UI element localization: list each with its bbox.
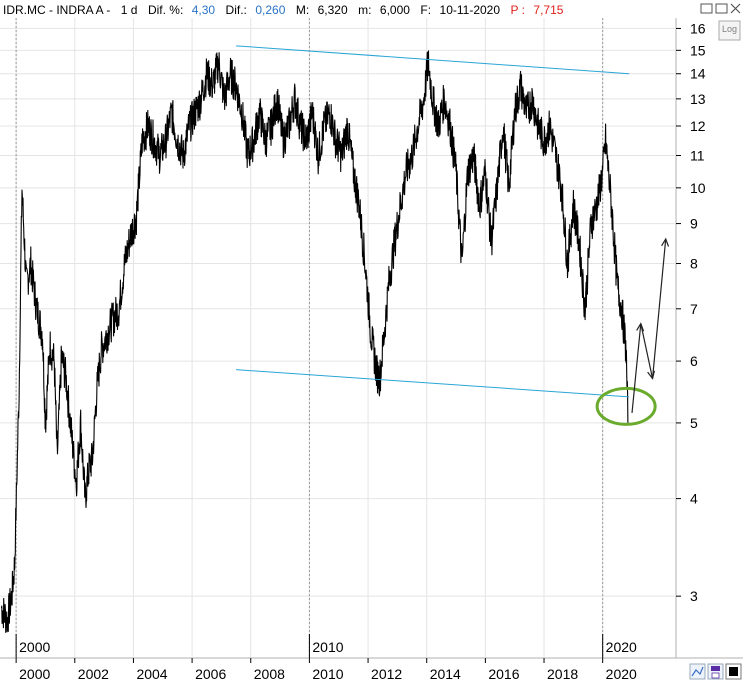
x-tick-label: 2008	[254, 666, 285, 682]
log-scale-button[interactable]: Log	[718, 20, 741, 41]
y-tick-label: 12	[690, 118, 706, 134]
x-axis-ticks: 2000 2002 2004 2006 2008 2010 2012 2014 2016 2018…	[15, 658, 637, 682]
projection-arrows[interactable]	[631, 237, 670, 413]
x-tick-label: 2000	[19, 666, 50, 682]
interval-label: 1 d	[121, 3, 138, 17]
x-tick-label: 2012	[371, 666, 402, 682]
decade-label: 2010	[312, 639, 343, 655]
y-tick-label: 4	[690, 491, 698, 507]
y-tick-label: 15	[690, 42, 706, 58]
dif-value: 0,260	[255, 3, 285, 17]
window-icons[interactable]	[700, 3, 741, 14]
y-tick-label: 9	[690, 216, 698, 232]
log-button-label: Log	[722, 24, 737, 34]
y-tick-label: 11	[690, 148, 705, 164]
price-series-line	[0, 50, 629, 633]
min-label: m:	[358, 3, 371, 17]
x-tick-label: 2002	[78, 666, 109, 682]
y-tick-label: 3	[690, 588, 698, 604]
header-bar	[0, 0, 743, 18]
maximize-icon[interactable]	[715, 3, 728, 14]
y-tick-label: 10	[690, 180, 706, 196]
x-tick-label: 2010	[312, 666, 343, 682]
projection-arrow-shaft	[631, 323, 642, 413]
decade-label: 2000	[19, 639, 50, 655]
dif-pct-value: 4,30	[192, 3, 216, 17]
y-tick-label: 13	[690, 91, 706, 107]
dif-pct-label: Dif. %:	[148, 3, 183, 17]
restore-icon[interactable]	[700, 3, 713, 14]
min-value: 6,000	[380, 3, 410, 17]
projection-arrow-head	[647, 370, 656, 380]
y-tick-label: 5	[690, 415, 698, 431]
bottom-toolbar[interactable]	[689, 663, 742, 680]
y-tick-label: 6	[690, 353, 698, 369]
y-tick-label: 16	[690, 20, 706, 36]
highlight-ellipse[interactable]	[595, 386, 657, 426]
resistance-trendline[interactable]	[236, 45, 630, 75]
symbol-label: IDR.MC - INDRA A -	[3, 3, 110, 17]
header-text: IDR.MC - INDRA A - 1 d Dif. %: 4,30 Dif.…	[3, 1, 564, 18]
max-label: M:	[296, 3, 309, 17]
y-tick-label: 7	[690, 301, 698, 317]
projection-arrow-shaft	[651, 238, 667, 379]
projection-arrow-head	[636, 322, 645, 332]
plot-area	[0, 18, 676, 658]
x-tick-label: 2016	[488, 666, 519, 682]
price-label: P :	[510, 3, 524, 17]
projection-arrow-shaft	[640, 323, 654, 379]
x-tick-label: 2014	[430, 666, 461, 682]
x-tick-label: 2004	[136, 666, 167, 682]
max-value: 6,320	[318, 3, 348, 17]
y-tick-label: 14	[690, 66, 706, 82]
decade-markers: 2000 2010 2020	[15, 18, 637, 658]
dif-label: Dif.:	[226, 3, 247, 17]
decade-label: 2020	[606, 639, 637, 655]
projection-arrow-head	[661, 237, 670, 247]
y-axis-panel	[676, 18, 743, 658]
price-value: 7,715	[533, 3, 563, 17]
y-tick-label: 8	[690, 256, 698, 272]
y-axis-ticks: 3 4 5 6 7 8 9 10 11 12 13 14 15 16	[676, 20, 706, 604]
date-label: F:	[420, 3, 431, 17]
x-tick-label: 2018	[547, 666, 578, 682]
x-tick-label: 2006	[195, 666, 226, 682]
date-value: 10-11-2020	[440, 3, 501, 17]
x-tick-label: 2020	[606, 666, 637, 682]
support-trendline[interactable]	[236, 369, 630, 398]
close-icon[interactable]	[730, 3, 741, 14]
